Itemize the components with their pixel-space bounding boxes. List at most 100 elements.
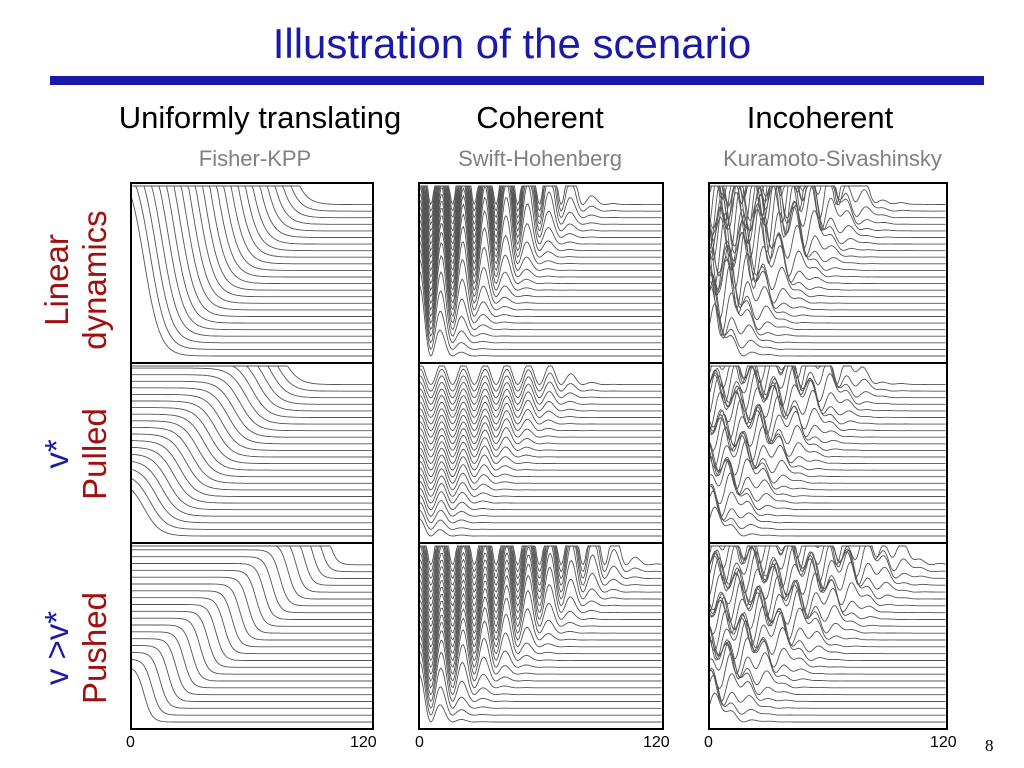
panel-fkpp-linear	[130, 182, 374, 364]
row-label-pulled-line1: v*	[38, 439, 75, 469]
waterfall-curve	[420, 381, 662, 405]
waterfall-curve	[132, 590, 372, 648]
waterfall-curve	[710, 611, 946, 661]
waterfall-curve	[132, 185, 372, 258]
axis-tick-max-col2: 120	[643, 734, 670, 751]
waterfall-curve	[420, 388, 662, 412]
waterfall-curve	[420, 502, 662, 524]
waterfall-curve	[710, 674, 946, 716]
panel-fkpp-pulled	[130, 362, 374, 544]
waterfall-curve	[420, 474, 662, 497]
title-rule	[50, 76, 984, 85]
panel-sh-pulled	[418, 362, 664, 544]
waterfall-curve	[420, 434, 662, 458]
waterfall-curve	[710, 193, 946, 285]
row-label-linear: Linear dynamics	[38, 180, 118, 380]
waterfall-curve	[420, 487, 662, 511]
waterfall-curve	[710, 245, 946, 324]
waterfall-curve	[710, 212, 946, 291]
row-label-pushed: v >v* Pushed	[38, 558, 118, 738]
waterfall-curve	[132, 604, 372, 661]
waterfall-curve	[420, 494, 662, 517]
waterfall-curve	[420, 454, 662, 478]
axis-tick-min-col3: 0	[704, 734, 713, 751]
waterfall-curve	[710, 653, 946, 696]
waterfall-curve	[132, 569, 372, 627]
waterfall-curve	[710, 569, 946, 620]
panel-ks-pulled	[708, 362, 948, 544]
waterfall-curve	[710, 403, 946, 451]
panel-ks-pushed	[708, 542, 948, 730]
panel-ks-pulled-plot	[710, 365, 946, 537]
waterfall-curve	[132, 478, 372, 530]
waterfall-curve	[710, 214, 946, 298]
waterfall-curve	[132, 645, 372, 702]
waterfall-curve	[420, 579, 662, 641]
waterfall-curve	[710, 185, 946, 206]
panel-sh-pushed-plot	[420, 545, 662, 723]
waterfall-curve	[710, 279, 946, 350]
waterfall-curve	[420, 234, 662, 324]
axis-tick-max-col1: 120	[350, 734, 377, 751]
panel-fkpp-pushed-plot	[132, 545, 372, 723]
waterfall-curve	[132, 185, 372, 206]
curve-group	[420, 185, 662, 357]
waterfall-curve	[132, 393, 372, 451]
row-label-linear-line1: Linear	[38, 234, 75, 326]
waterfall-curve	[420, 586, 662, 648]
waterfall-curve	[420, 375, 662, 399]
waterfall-curve	[710, 185, 946, 245]
waterfall-curve	[420, 394, 662, 419]
waterfall-curve	[710, 224, 946, 311]
waterfall-curve	[132, 576, 372, 634]
waterfall-curve	[710, 413, 946, 465]
waterfall-curve	[420, 365, 662, 386]
waterfall-curve	[132, 185, 372, 265]
waterfall-curve	[420, 461, 662, 484]
waterfall-curve	[132, 185, 372, 344]
waterfall-curve	[420, 447, 662, 471]
waterfall-curve	[420, 607, 662, 669]
waterfall-curve	[420, 620, 662, 682]
panel-ks-linear	[708, 182, 948, 364]
waterfall-curve	[420, 467, 662, 491]
waterfall-curve	[420, 185, 662, 206]
axis-tick-min-col1: 0	[126, 734, 135, 751]
waterfall-curve	[132, 185, 372, 271]
waterfall-curve	[420, 441, 662, 465]
panel-fkpp-linear-plot	[132, 185, 372, 357]
waterfall-curve	[710, 545, 946, 586]
panel-sh-linear-plot	[420, 185, 662, 357]
waterfall-curve	[420, 635, 662, 696]
waterfall-curve	[420, 481, 662, 504]
waterfall-curve	[420, 401, 662, 425]
waterfall-curve	[710, 387, 946, 438]
waterfall-curve	[132, 380, 372, 438]
column-heading-incoherent: Incoherent	[746, 100, 894, 135]
waterfall-curve	[132, 420, 372, 478]
waterfall-curve	[132, 185, 372, 304]
axis-tick-min-col2: 0	[415, 734, 424, 751]
waterfall-curve	[420, 186, 662, 278]
waterfall-curve	[420, 509, 662, 530]
waterfall-curve	[420, 206, 662, 298]
waterfall-curve	[710, 590, 946, 641]
waterfall-curve	[710, 185, 946, 258]
waterfall-curve	[710, 610, 946, 655]
waterfall-curve	[132, 651, 372, 709]
waterfall-curve	[132, 365, 372, 392]
waterfall-curve	[132, 668, 372, 723]
waterfall-curve	[132, 446, 372, 504]
waterfall-curve	[710, 367, 946, 418]
waterfall-curve	[420, 545, 662, 566]
waterfall-curve	[132, 545, 372, 586]
waterfall-curve	[710, 549, 946, 600]
waterfall-curve	[132, 374, 372, 432]
waterfall-curve	[420, 518, 662, 537]
waterfall-curve	[420, 249, 662, 337]
waterfall-curve	[710, 455, 946, 497]
waterfall-curve	[710, 667, 946, 709]
waterfall-curve	[132, 185, 372, 298]
curve-group	[420, 545, 662, 723]
waterfall-curve	[420, 408, 662, 432]
